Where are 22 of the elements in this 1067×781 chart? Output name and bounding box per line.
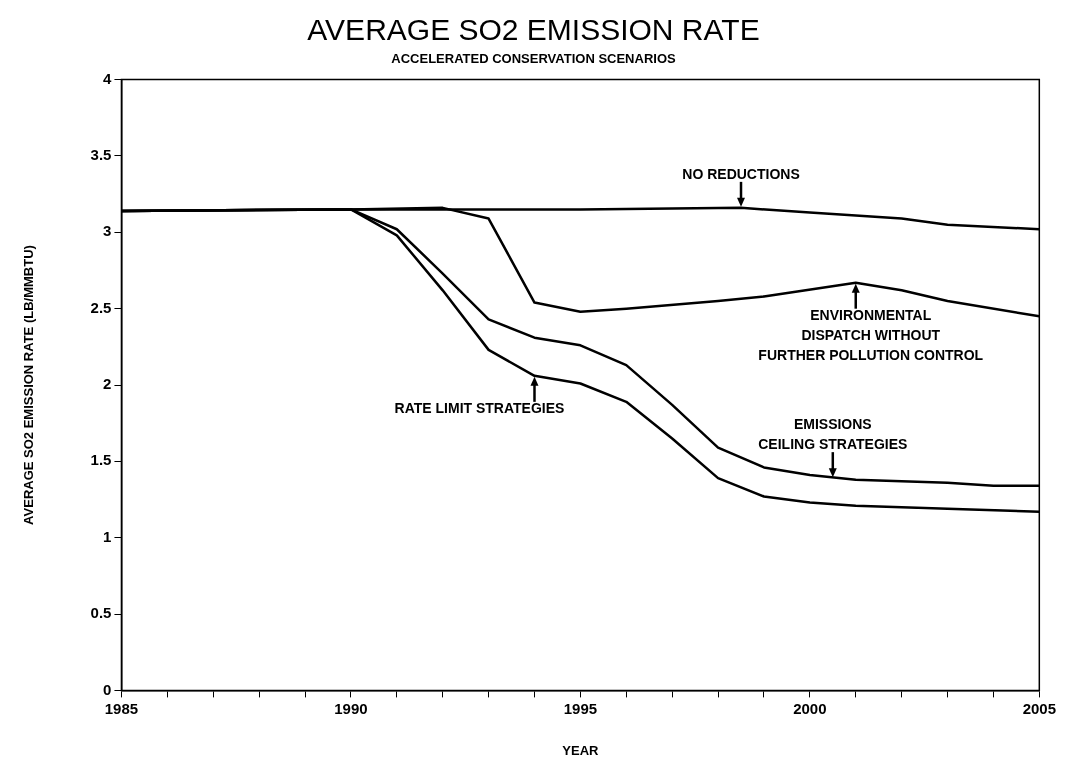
y-tick-label: 2: [103, 375, 112, 393]
y-axis-title: AVERAGE SO2 EMISSION RATE (LB/MMBTU): [21, 245, 37, 525]
chart-title: AVERAGE SO2 EMISSION RATE: [307, 13, 760, 47]
y-tick-label: 3.5: [90, 146, 112, 164]
x-tick-label: 1995: [563, 699, 598, 717]
annotation: EMISSIONS CEILING STRATEGIES: [758, 416, 908, 453]
y-tick-label: 2.5: [90, 298, 112, 316]
y-tick-label: 0.5: [90, 604, 112, 622]
y-tick-label: 1.5: [90, 451, 112, 469]
y-tick-label: 0: [103, 680, 112, 698]
x-tick-label: 1985: [104, 699, 139, 717]
x-tick-label: 1990: [334, 699, 368, 717]
y-tick-label: 1: [103, 527, 112, 545]
x-tick-label: 2005: [1022, 699, 1056, 717]
annotation: NO REDUCTIONS: [682, 165, 800, 182]
x-axis-title: YEAR: [562, 742, 600, 758]
y-tick-label: 3: [103, 222, 112, 240]
y-tick-label: 4: [103, 69, 113, 87]
annotation: ENVIRONMENTAL DISPATCH WITHOUT FURTHER POLLUTION CONTROL: [758, 306, 984, 363]
annotation: RATE LIMIT STRATEGIES: [394, 399, 565, 416]
chart-subtitle: ACCELERATED CONSERVATION SCENARIOS: [391, 51, 676, 67]
x-tick-label: 2000: [793, 699, 827, 717]
